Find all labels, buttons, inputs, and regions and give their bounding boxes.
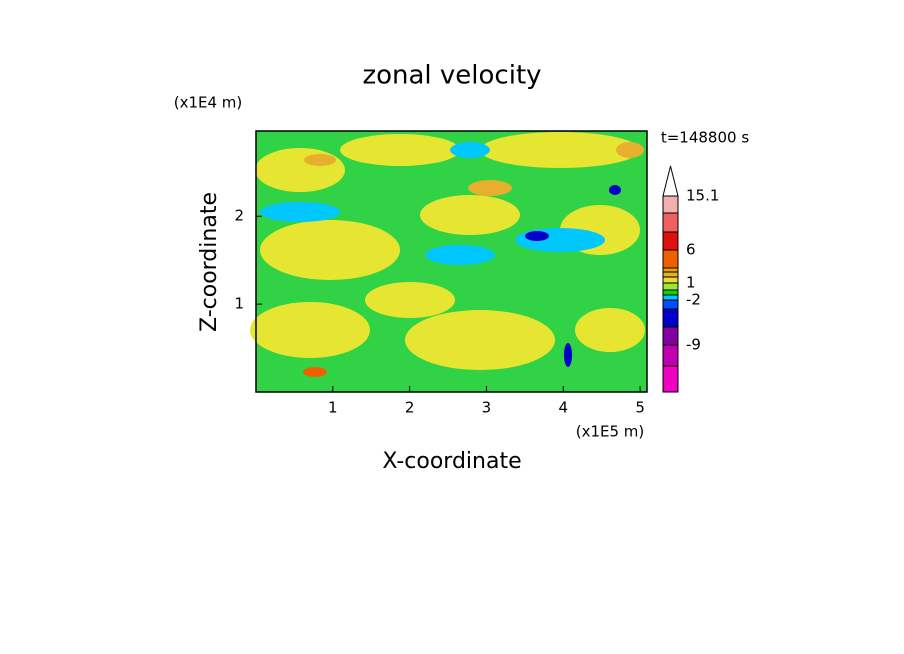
- colorbar-label: 6: [686, 241, 696, 259]
- colorbar-label: 15.1: [686, 187, 719, 205]
- y-axis-label: Z-coordinate: [197, 192, 222, 332]
- x-tick-label: 3: [482, 399, 492, 417]
- colorbar-label: -2: [686, 291, 701, 309]
- contour-field: [250, 131, 647, 392]
- colorbar-segment: [662, 231, 679, 251]
- colorbar-segment: [662, 299, 679, 310]
- colorbar-segment: [662, 282, 679, 291]
- colorbar-segment: [662, 326, 679, 346]
- y-tick-label: 2: [234, 207, 244, 225]
- colorbar-arrow: [662, 165, 679, 197]
- colorbar-segment: [662, 294, 679, 301]
- colorbar-segment: [662, 195, 679, 214]
- x-tick-label: 1: [328, 399, 338, 417]
- colorbar-segment: [662, 276, 679, 284]
- plot-frame: [255, 130, 648, 393]
- x-tick-label: 5: [635, 399, 645, 417]
- colorbar-segment: [662, 344, 679, 367]
- colorbar-segment: [662, 249, 679, 269]
- y-unit: (x1E4 m): [174, 94, 243, 112]
- colorbar-segment: [662, 271, 679, 278]
- y-tick-label: 1: [234, 295, 244, 313]
- colorbar-segment: [662, 365, 679, 393]
- colorbar-label: 1: [686, 274, 696, 292]
- colorbar-segment: [662, 267, 679, 273]
- colorbar-segment: [662, 308, 679, 328]
- colorbar-segment: [662, 289, 679, 296]
- colorbar-segment: [662, 212, 679, 233]
- x-tick-label: 2: [405, 399, 415, 417]
- x-unit: (x1E5 m): [576, 423, 645, 441]
- x-axis-label: X-coordinate: [382, 449, 521, 474]
- time-annotation: t=148800 s: [661, 129, 749, 147]
- chart-title: zonal velocity: [362, 61, 541, 91]
- x-tick-label: 4: [558, 399, 568, 417]
- colorbar-label: -9: [686, 336, 701, 354]
